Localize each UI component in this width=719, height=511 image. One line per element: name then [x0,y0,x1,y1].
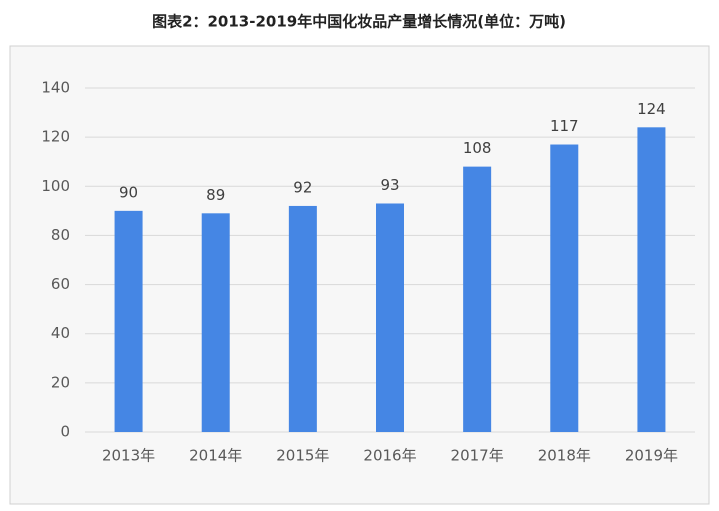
x-tick-label: 2016年 [363,447,416,465]
y-tick-label: 80 [51,226,70,244]
data-label: 93 [380,176,399,194]
x-tick-label: 2015年 [276,447,329,465]
y-tick-label: 120 [41,128,70,146]
y-tick-label: 60 [51,275,70,293]
y-tick-label: 140 [41,79,70,97]
bar [550,144,579,432]
bar [376,203,404,432]
bar [201,213,230,432]
y-tick-label: 100 [41,177,70,195]
y-tick-label: 20 [51,373,70,391]
y-tick-label: 40 [51,324,70,342]
x-tick-label: 2014年 [189,447,242,465]
x-tick-label: 2019年 [625,447,678,465]
data-label: 124 [637,100,666,118]
bar [114,210,143,432]
bar [288,205,317,432]
data-label: 108 [463,139,492,157]
data-label: 89 [206,186,225,204]
bar [637,127,666,433]
x-tick-label: 2017年 [451,447,504,465]
x-tick-label: 2018年 [538,447,591,465]
y-tick-label: 0 [60,423,70,441]
bar [463,166,492,432]
data-label: 90 [119,183,138,201]
data-label: 117 [550,117,579,135]
chart-title: 图表2：2013-2019年中国化妆品产量增长情况(单位：万吨) [152,13,566,31]
x-tick-label: 2013年 [102,447,155,465]
data-label: 92 [293,178,312,196]
